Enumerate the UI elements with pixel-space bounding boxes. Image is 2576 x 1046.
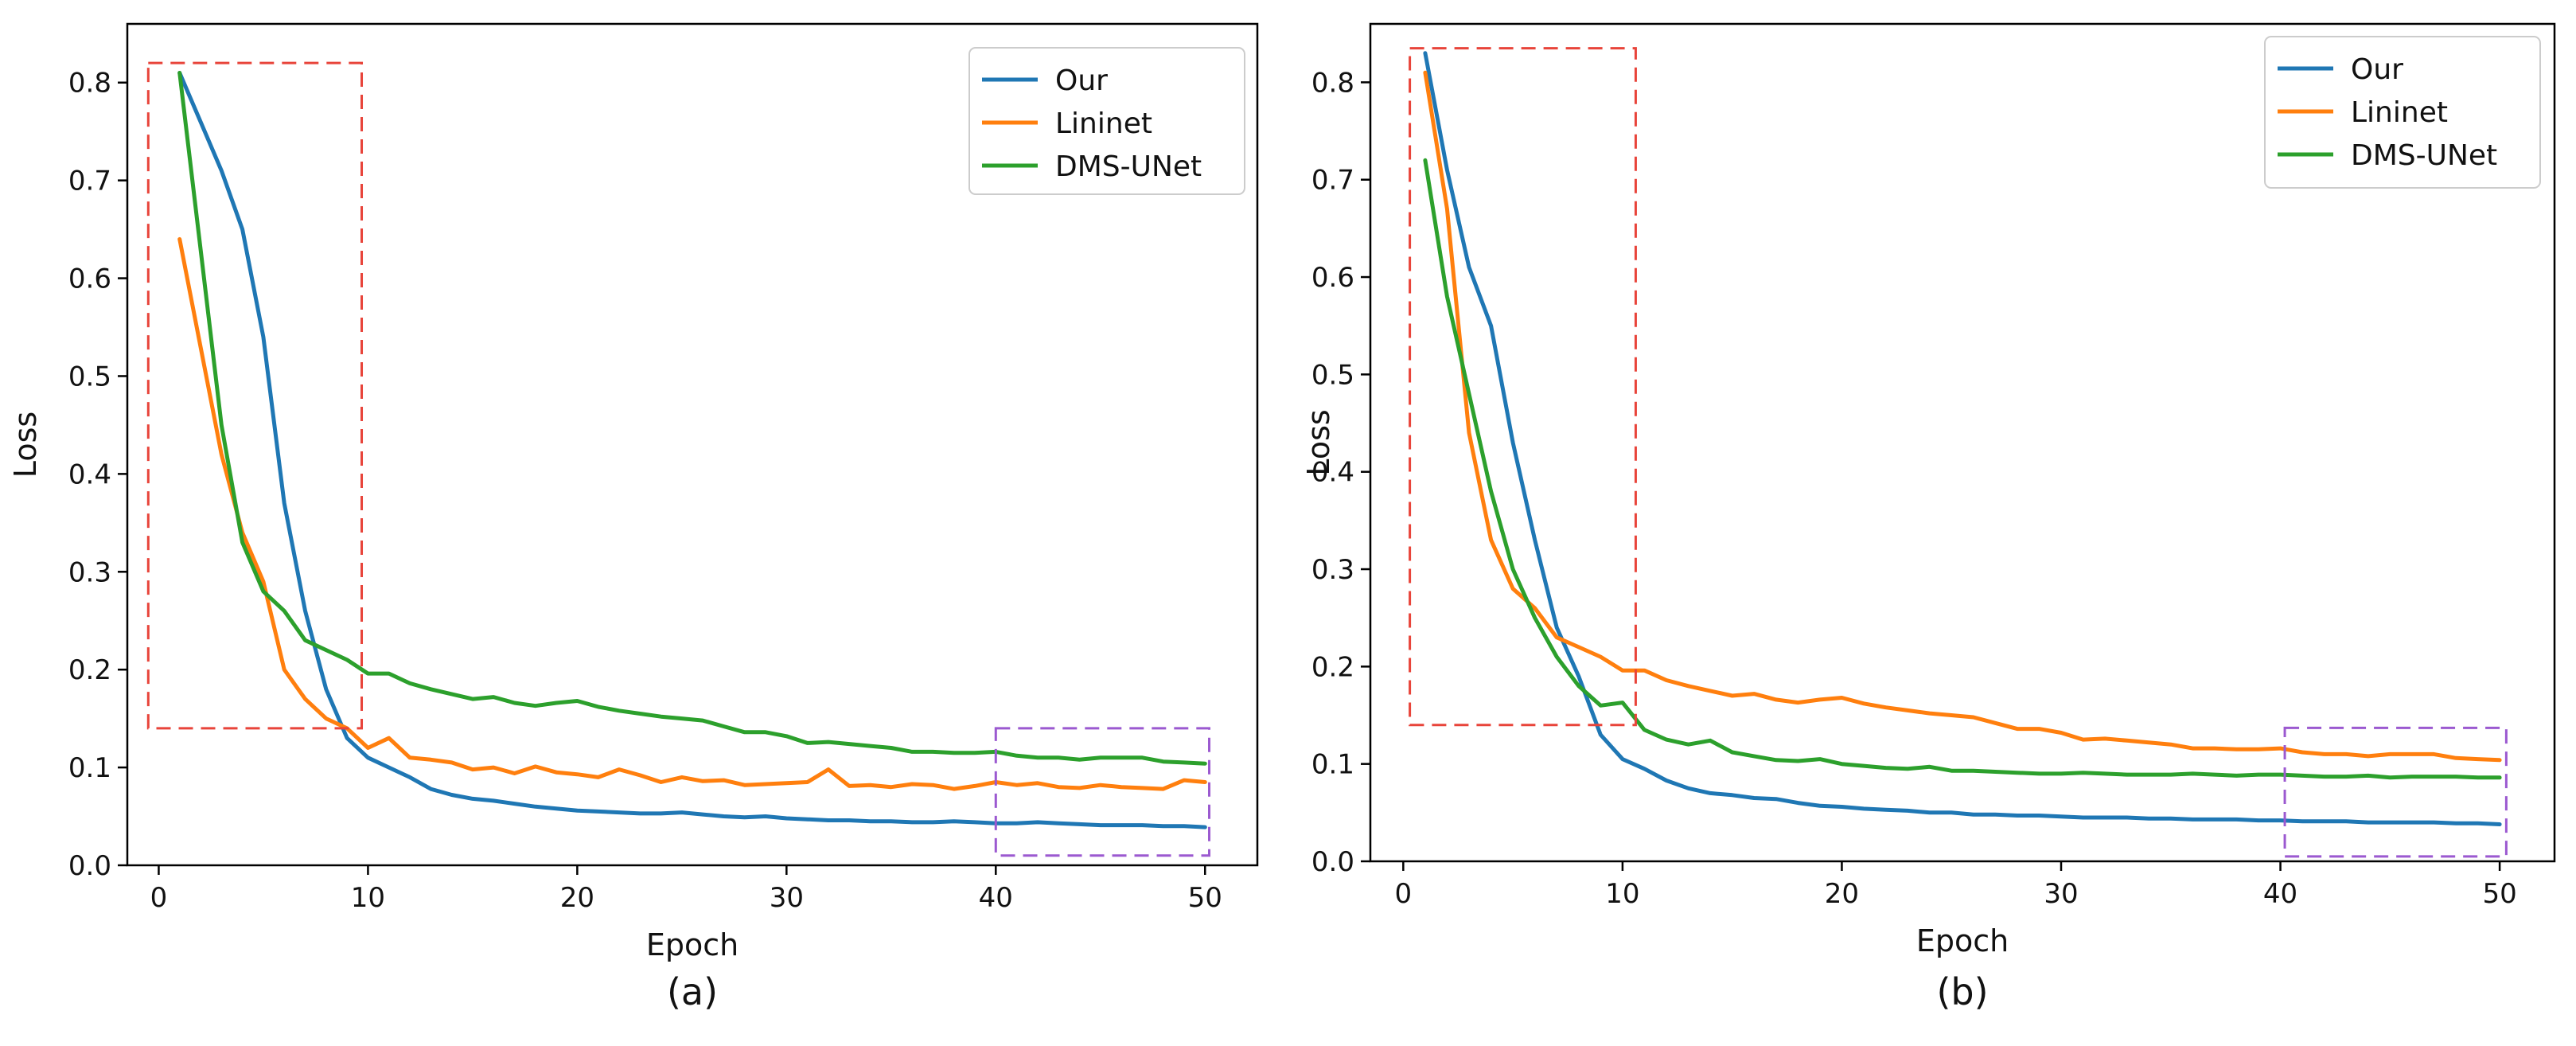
series-line-our xyxy=(177,71,1207,829)
x-tick-label: 0 xyxy=(1395,878,1413,910)
series-line-our xyxy=(1423,51,2502,826)
chart-panel-b: 0 10 20 30 40 50 0.0 0.1 0.2 0.3 0.4 0.5 0.6 0.7 0.8 Ep… xyxy=(1301,22,2556,1013)
x-tick-label: 0 xyxy=(150,882,168,914)
x-tick-label: 20 xyxy=(560,882,594,914)
series-line-dms-unet xyxy=(177,71,1207,766)
y-tick-label: 0.5 xyxy=(1311,359,1354,391)
x-tick-label: 40 xyxy=(979,882,1013,914)
series-line-lininet xyxy=(177,236,1207,791)
y-tick-label: 0.1 xyxy=(1311,749,1354,781)
legend-label: Our xyxy=(2351,53,2403,86)
plot-frame xyxy=(1369,22,2556,863)
legend-label: Lininet xyxy=(1055,107,1152,140)
y-tick-label: 0.5 xyxy=(68,361,111,392)
y-tick-label: 0.7 xyxy=(68,166,111,197)
y-tick-label: 0.2 xyxy=(1311,651,1354,683)
legend-label: DMS-UNet xyxy=(2351,139,2497,172)
chart-panel-a: 0 10 20 30 40 50 0.0 0.1 0.2 0.3 0.4 0.5 0.6 0.7 0.8 Ep… xyxy=(8,22,1259,1013)
legend-label: DMS-UNet xyxy=(1055,150,1202,183)
y-tick-label: 0.3 xyxy=(1311,554,1354,586)
legend-box xyxy=(2264,36,2541,189)
x-tick-label: 30 xyxy=(2044,878,2078,910)
zoom-region-early-box xyxy=(1409,47,1637,727)
y-tick-label: 0.2 xyxy=(68,654,111,686)
y-tick-label: 0.3 xyxy=(68,556,111,588)
panel-label: (a) xyxy=(667,970,718,1013)
x-tick-label: 50 xyxy=(1188,882,1222,914)
y-tick-label: 0.1 xyxy=(68,752,111,784)
x-tick-label: 50 xyxy=(2482,878,2516,910)
legend-label: Our xyxy=(1055,64,1108,97)
x-tick-label: 10 xyxy=(351,882,385,914)
legend-box xyxy=(968,47,1245,195)
zoom-region-early-box xyxy=(146,61,364,730)
panel-label: (b) xyxy=(1936,970,1988,1013)
zoom-region-late-box xyxy=(994,727,1211,857)
x-axis-label: Epoch xyxy=(646,927,739,962)
y-tick-label: 0.8 xyxy=(1311,67,1354,99)
y-tick-label: 0.0 xyxy=(68,850,111,882)
y-tick-label: 0.7 xyxy=(1311,165,1354,197)
zoom-region-late-box xyxy=(2283,726,2508,858)
y-tick-label: 0.6 xyxy=(68,263,111,295)
x-axis-label: Epoch xyxy=(1916,923,2009,958)
x-tick-label: 40 xyxy=(2263,878,2297,910)
y-tick-label: 0.4 xyxy=(1311,457,1354,489)
y-tick-label: 0.4 xyxy=(68,459,111,490)
series-line-dms-unet xyxy=(1423,158,2502,780)
series-line-lininet xyxy=(1423,70,2502,763)
legend-label: Lininet xyxy=(2351,96,2448,129)
y-tick-label: 0.0 xyxy=(1311,846,1354,878)
y-axis-label: Loss xyxy=(8,412,43,478)
x-tick-label: 30 xyxy=(770,882,804,914)
x-tick-label: 20 xyxy=(1825,878,1859,910)
x-tick-label: 10 xyxy=(1605,878,1639,910)
y-tick-label: 0.6 xyxy=(1311,262,1354,294)
y-axis-label: Loss xyxy=(1301,409,1336,475)
plot-frame xyxy=(126,22,1259,867)
y-tick-label: 0.8 xyxy=(68,68,111,100)
